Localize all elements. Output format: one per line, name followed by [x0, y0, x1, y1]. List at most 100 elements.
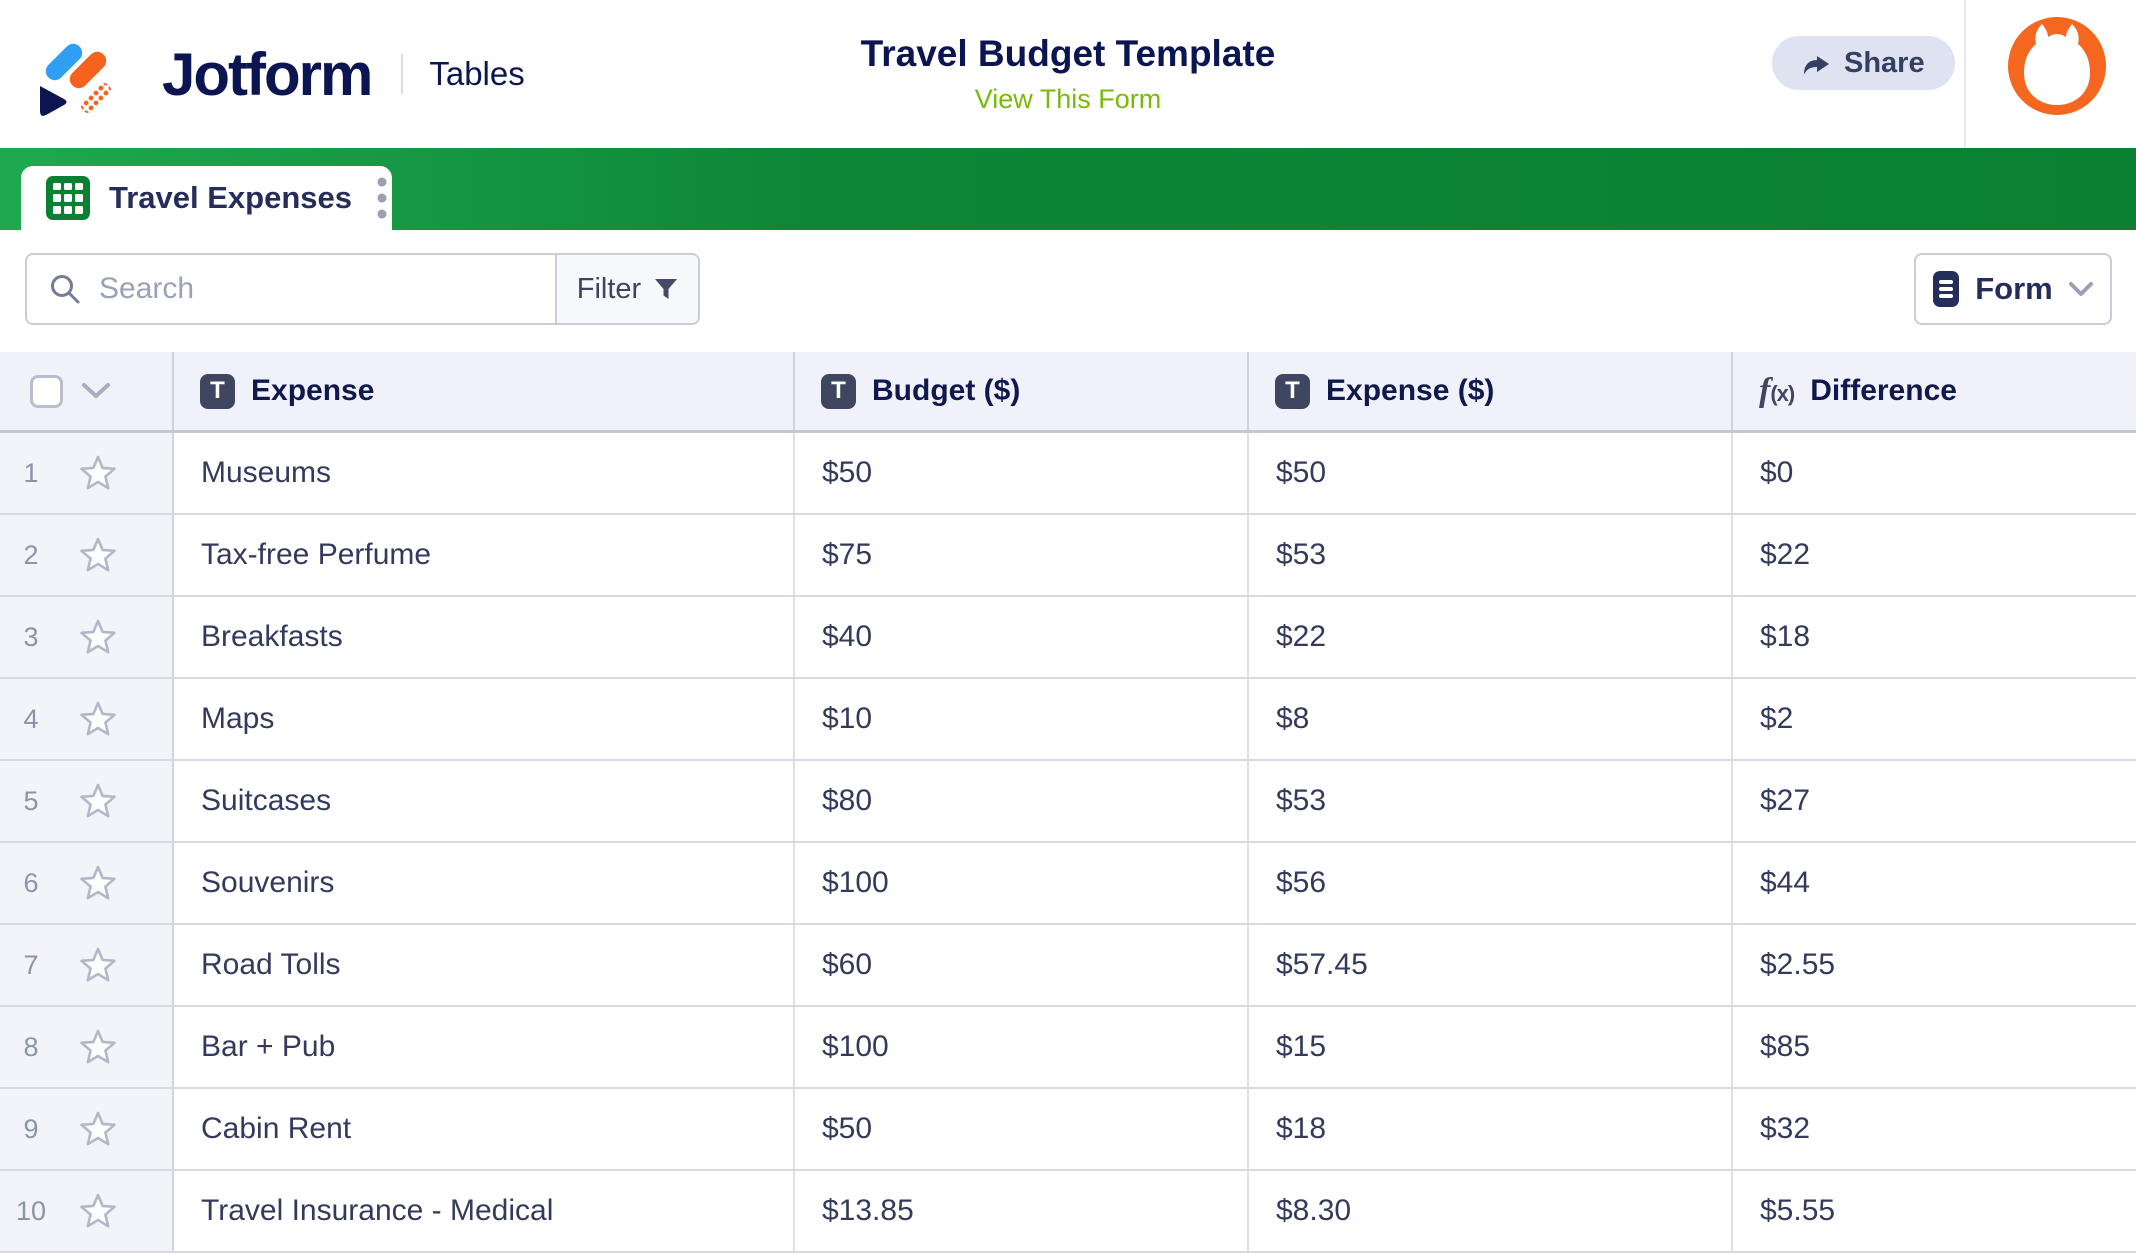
filter-button[interactable]: Filter	[555, 255, 698, 323]
tab-travel-expenses[interactable]: Travel Expenses	[21, 166, 392, 230]
cell-budget[interactable]: $60	[795, 925, 1249, 1005]
row-header-cell: 3	[0, 597, 174, 677]
cell-difference[interactable]: $44	[1760, 866, 1811, 899]
cell-expense[interactable]: Souvenirs	[174, 843, 795, 923]
cell-expense-amount[interactable]: $15	[1249, 1007, 1733, 1087]
cell-expense[interactable]: Breakfasts	[174, 597, 795, 677]
page-title: Travel Budget Template	[860, 33, 1276, 74]
row-number: 10	[15, 1195, 47, 1226]
cell-expense-amount[interactable]: $8.30	[1249, 1171, 1733, 1251]
column-header-expense[interactable]: T Expense	[174, 352, 795, 430]
star-icon[interactable]	[78, 1027, 118, 1067]
header-divider	[1964, 0, 1966, 148]
cell-expense-amount[interactable]: $8	[1249, 679, 1733, 759]
cell-budget[interactable]: $40	[795, 597, 1249, 677]
chevron-down-icon	[2068, 282, 2093, 296]
column-header-budget[interactable]: T Budget ($)	[795, 352, 1249, 430]
cell-budget[interactable]: $75	[795, 515, 1249, 595]
table-row: 5 Suitcases $80 $53 $27	[0, 761, 2136, 843]
star-icon[interactable]	[78, 535, 118, 575]
select-all-checkbox[interactable]	[30, 374, 63, 408]
cell-expense-amount[interactable]: $22	[1249, 597, 1733, 677]
star-icon[interactable]	[78, 781, 118, 821]
column-header-expense-amount[interactable]: T Expense ($)	[1249, 352, 1733, 430]
share-button[interactable]: Share	[1772, 36, 1955, 90]
cell-expense[interactable]: Travel Insurance - Medical	[174, 1171, 795, 1251]
cell-expense[interactable]: Maps	[174, 679, 795, 759]
table-body: 1 Museums $50 $50 $0 2 Tax-free Perfume …	[0, 433, 2136, 1253]
brand-name: Jotform	[162, 40, 373, 108]
table-row: 3 Breakfasts $40 $22 $18	[0, 597, 2136, 679]
star-icon[interactable]	[78, 1109, 118, 1149]
cell-difference[interactable]: $5.55	[1760, 1194, 1836, 1227]
cell-difference[interactable]: $18	[1760, 620, 1811, 653]
cell-difference[interactable]: $2.55	[1760, 948, 1836, 981]
star-icon[interactable]	[78, 699, 118, 739]
select-all-header	[0, 352, 174, 430]
row-header-cell: 6	[0, 843, 174, 923]
row-number: 8	[23, 1031, 39, 1062]
row-number: 6	[23, 867, 39, 898]
cell-difference[interactable]: $85	[1760, 1030, 1811, 1063]
cell-budget[interactable]: $50	[795, 433, 1249, 513]
cell-expense-amount[interactable]: $18	[1249, 1089, 1733, 1169]
star-icon[interactable]	[78, 617, 118, 657]
row-header-cell: 8	[0, 1007, 174, 1087]
cell-expense[interactable]: Cabin Rent	[174, 1089, 795, 1169]
cell-difference[interactable]: $22	[1760, 538, 1811, 571]
table-header-row: T Expense T Budget ($) T Expense ($) f(x…	[0, 352, 2136, 433]
cell-budget[interactable]: $100	[795, 1007, 1249, 1087]
row-header-cell: 10	[0, 1171, 174, 1251]
search-box[interactable]	[27, 255, 555, 323]
star-icon[interactable]	[78, 945, 118, 985]
star-icon[interactable]	[78, 863, 118, 903]
view-this-form-link[interactable]: View This Form	[974, 84, 1162, 114]
tab-bar: Travel Expenses	[0, 148, 2136, 230]
search-input[interactable]	[99, 255, 555, 323]
cell-expense[interactable]: Bar + Pub	[174, 1007, 795, 1087]
form-icon	[1933, 271, 1960, 307]
cell-expense[interactable]: Suitcases	[174, 761, 795, 841]
brand-divider	[401, 54, 404, 94]
table-row: 6 Souvenirs $100 $56 $44	[0, 843, 2136, 925]
column-header-difference[interactable]: f(x) Difference	[1733, 352, 2136, 430]
star-icon[interactable]	[78, 453, 118, 493]
cell-budget[interactable]: $80	[795, 761, 1249, 841]
cell-expense-amount[interactable]: $56	[1249, 843, 1733, 923]
tab-label: Travel Expenses	[109, 180, 352, 215]
cell-difference[interactable]: $0	[1760, 456, 1794, 489]
row-number: 5	[23, 785, 39, 816]
cell-expense[interactable]: Museums	[174, 433, 795, 513]
cell-expense-amount[interactable]: $53	[1249, 761, 1733, 841]
cell-expense-amount[interactable]: $57.45	[1249, 925, 1733, 1005]
table-grid-icon	[46, 176, 90, 220]
row-number: 9	[23, 1113, 39, 1144]
row-number: 2	[23, 539, 39, 570]
formula-icon: f(x)	[1759, 372, 1795, 409]
tab-menu-icon[interactable]	[376, 176, 388, 220]
cell-difference[interactable]: $32	[1760, 1112, 1811, 1145]
avatar[interactable]	[2008, 17, 2106, 115]
row-number: 1	[23, 457, 39, 488]
cell-difference[interactable]: $27	[1760, 784, 1811, 817]
table-row: 10 Travel Insurance - Medical $13.85 $8.…	[0, 1171, 2136, 1253]
chevron-down-icon[interactable]	[81, 382, 111, 400]
filter-funnel-icon	[655, 279, 678, 299]
table-row: 7 Road Tolls $60 $57.45 $2.55	[0, 925, 2136, 1007]
cell-difference[interactable]: $2	[1760, 702, 1794, 735]
cell-expense-amount[interactable]: $50	[1249, 433, 1733, 513]
cell-expense-amount[interactable]: $53	[1249, 515, 1733, 595]
cell-budget[interactable]: $50	[795, 1089, 1249, 1169]
top-bar: Jotform Tables Travel Budget Template Vi…	[0, 0, 2136, 148]
toolbar: Filter Form	[0, 230, 2136, 352]
table-row: 1 Museums $50 $50 $0	[0, 433, 2136, 515]
star-icon[interactable]	[78, 1191, 118, 1231]
cell-budget[interactable]: $13.85	[795, 1171, 1249, 1251]
cell-budget[interactable]: $100	[795, 843, 1249, 923]
brand-logo[interactable]: Jotform Tables	[36, 0, 525, 148]
cell-expense[interactable]: Road Tolls	[174, 925, 795, 1005]
form-view-button[interactable]: Form	[1914, 253, 2112, 325]
product-name: Tables	[429, 55, 525, 92]
cell-budget[interactable]: $10	[795, 679, 1249, 759]
cell-expense[interactable]: Tax-free Perfume	[174, 515, 795, 595]
